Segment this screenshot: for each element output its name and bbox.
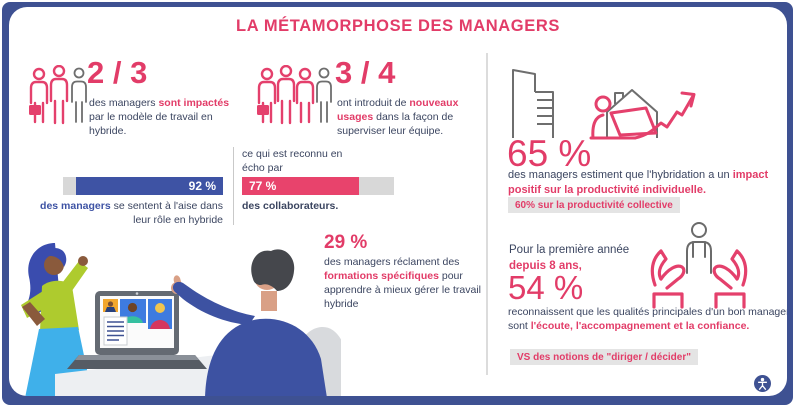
managers-bar-label: 92 % xyxy=(188,179,216,193)
collaborators-bar-label: 77 % xyxy=(249,179,277,193)
collaborators-bar-track: 77 % xyxy=(242,177,394,195)
stat-65-text: des managers estiment que l'hybridation … xyxy=(508,169,769,196)
stat-29-value: 29 % xyxy=(324,232,368,253)
managers-bar-fill: 92 % xyxy=(75,177,223,195)
stat-three-quarters-text: ont introduit de nouveaux usages dans la… xyxy=(337,97,459,137)
people-group-4-icon xyxy=(257,65,332,125)
video-call-illustration xyxy=(21,243,341,396)
people-group-3-icon xyxy=(29,65,87,125)
bars-divider xyxy=(233,147,234,225)
managers-bar-track: 92 % xyxy=(63,177,223,195)
collaborators-bar-caption: des collaborateurs. xyxy=(242,200,339,212)
bars-intro-text: ce qui est reconnu en écho par xyxy=(242,148,343,175)
stat-two-thirds-text: des managers sont impactés par le modèle… xyxy=(89,97,230,137)
stat-54-value: 54 % xyxy=(508,269,584,306)
accessibility-icon xyxy=(754,375,771,392)
man-figure xyxy=(171,249,327,396)
hands-holding-person-icon xyxy=(650,222,748,309)
stat-65-value: 65 % xyxy=(507,133,592,174)
stat-29-text: des managers réclament des formations sp… xyxy=(324,256,481,310)
infographic-card: LA MÉTAMORPHOSE DES MANAGERS 2 / 3 des m… xyxy=(9,7,787,396)
main-divider xyxy=(486,53,488,375)
page-title: LA MÉTAMORPHOSE DES MANAGERS xyxy=(236,17,560,35)
collaborators-bar-fill: 77 % xyxy=(242,177,360,195)
managers-bar-caption: des managers se sentent à l'aise dans le… xyxy=(40,200,223,227)
stat-two-thirds-value: 2 / 3 xyxy=(87,55,148,90)
stat-54-intro: Pour la première année depuis 8 ans, xyxy=(509,244,630,272)
stat-54-text: reconnaissent que les qualités principal… xyxy=(508,306,787,332)
stat-54-chip: VS des notions de "diriger / décider" xyxy=(510,349,698,365)
woman-figure xyxy=(21,243,93,396)
building-house-laptop-growth-arrow-icon xyxy=(512,69,696,140)
laptop xyxy=(67,291,207,369)
stat-60-chip: 60% sur la productivité collective xyxy=(508,197,680,213)
stat-three-quarters-value: 3 / 4 xyxy=(335,55,396,90)
